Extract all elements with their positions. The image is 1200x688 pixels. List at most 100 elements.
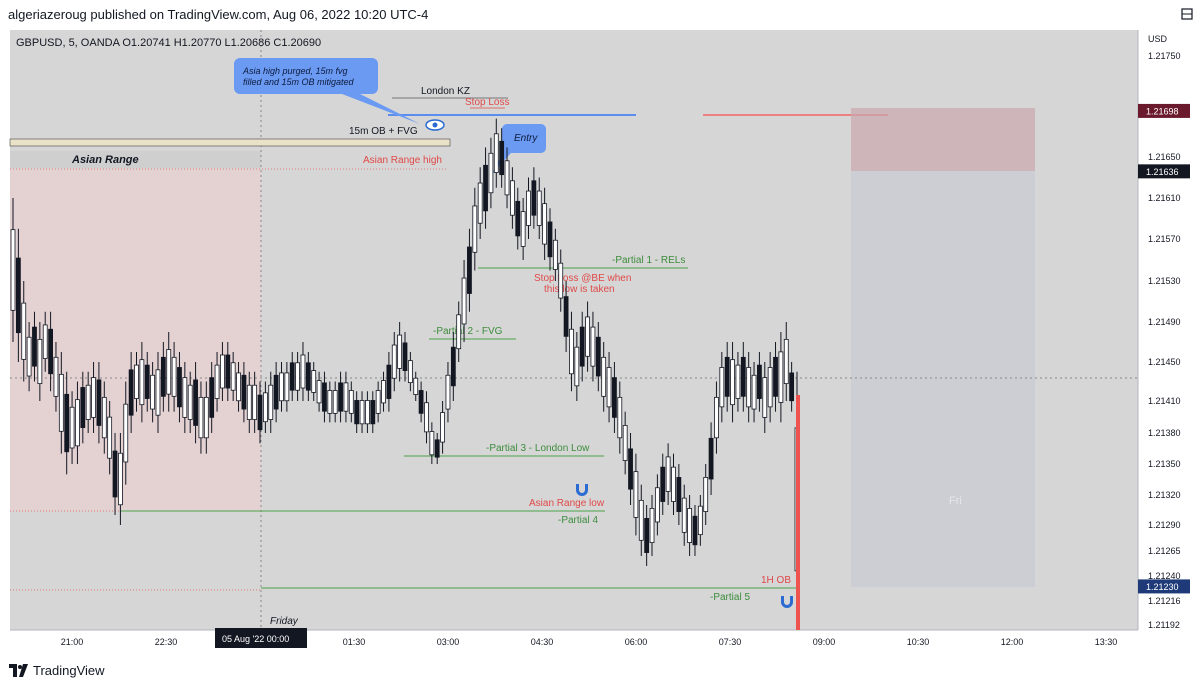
candle-body <box>526 190 531 226</box>
price-badge-label: 1.21636 <box>1146 167 1179 177</box>
candle-body <box>740 356 746 397</box>
candle-body <box>69 406 75 449</box>
candle-body <box>187 384 193 420</box>
y-tick-label: 1.21570 <box>1148 234 1181 244</box>
price-chart[interactable]: Asian Range 15m OB + FVG Asian Range hig… <box>0 0 1200 656</box>
tradingview-brand[interactable]: TradingView <box>33 663 105 678</box>
time-axis[interactable] <box>10 630 1138 656</box>
x-tick-label: 06:00 <box>625 637 648 647</box>
candle-body <box>515 200 521 237</box>
candle-body <box>708 437 714 480</box>
candle-body <box>96 379 102 426</box>
candle-body <box>225 354 231 389</box>
eye-icon <box>425 119 445 131</box>
candle-body <box>37 338 43 385</box>
candle-body <box>622 425 628 461</box>
candle-body <box>606 367 612 408</box>
x-highlight-label: 05 Aug '22 00:00 <box>222 634 289 644</box>
candle-body <box>348 390 354 414</box>
candle-body <box>719 367 725 408</box>
candle-body <box>305 362 311 391</box>
candle-body <box>714 396 719 439</box>
candle-body <box>150 374 156 410</box>
candle-body <box>365 400 370 425</box>
candle-body <box>53 356 59 397</box>
candle-body <box>273 374 279 410</box>
y-tick-label: 1.21380 <box>1148 428 1181 438</box>
candle-body <box>757 364 762 399</box>
candle-body <box>493 133 499 173</box>
candle-body <box>558 262 564 299</box>
candle-body <box>730 359 735 406</box>
x-highlight-badge <box>215 628 307 648</box>
candle-body <box>477 182 483 224</box>
candle-body <box>123 403 129 463</box>
stop-be-line2: this low is taken <box>544 284 615 295</box>
candle-body <box>327 390 333 414</box>
candle-body <box>746 367 752 408</box>
partial1-label: -Partial 1 - RELs <box>612 255 685 266</box>
price-badges: 1.21698 1.21636 1.21230 <box>1138 103 1190 594</box>
candle-body <box>773 356 778 397</box>
asia-callout-line2: filled and 15m OB mitigated <box>243 77 355 87</box>
y-tick-label: 1.21530 <box>1148 276 1181 286</box>
candle-body <box>101 396 107 439</box>
candle-body <box>343 382 349 412</box>
candle-body <box>230 362 236 391</box>
candle-body <box>257 394 263 431</box>
candle-body <box>617 396 623 439</box>
candle-body <box>638 499 644 541</box>
candle-body <box>585 316 590 357</box>
candle-body <box>10 229 16 311</box>
candle-body <box>590 326 596 367</box>
candle-body <box>64 393 70 453</box>
x-tick-label: 10:30 <box>907 637 930 647</box>
price-badge <box>1138 103 1190 118</box>
y-tick-label: 1.21240 <box>1148 571 1181 581</box>
tradingview-logo-icon[interactable] <box>9 664 29 678</box>
price-badge-label: 1.21230 <box>1146 582 1179 592</box>
candle-body <box>75 399 80 447</box>
x-tick-label: 13:30 <box>1095 637 1118 647</box>
candle-body <box>595 336 601 377</box>
candle-body <box>483 164 488 212</box>
asia-callout-line1: Asia high purged, 15m fvg <box>242 66 348 76</box>
candle-body <box>322 382 327 412</box>
partial5-label: -Partial 5 <box>710 592 750 603</box>
candle-body <box>311 370 317 393</box>
last-candle <box>796 395 800 630</box>
magnet-icon <box>781 596 793 608</box>
share-icon[interactable] <box>1181 7 1193 25</box>
entry-callout: Entry <box>491 124 546 175</box>
candle-body <box>407 360 413 384</box>
candle-body <box>413 377 419 395</box>
y-tick-label: 1.21265 <box>1148 546 1181 556</box>
candle-body <box>198 396 204 439</box>
publish-info: algeriazeroug published on TradingView.c… <box>8 7 429 22</box>
partial3-label: -Partial 3 - London Low <box>486 443 590 454</box>
candle-body <box>134 364 139 399</box>
candle-body <box>375 390 381 414</box>
candle-body <box>241 374 247 410</box>
candle-body <box>467 246 472 294</box>
candle-body <box>472 205 478 253</box>
candle-body <box>42 324 48 359</box>
candle-body <box>193 379 198 426</box>
partial4-label: -Partial 4 <box>558 515 598 526</box>
candle-body <box>209 377 215 418</box>
candle-body <box>504 160 510 196</box>
x-tick-label: 21:00 <box>61 637 84 647</box>
candle-body <box>370 400 376 425</box>
candle-body <box>246 384 252 420</box>
candle-body <box>144 364 150 399</box>
candle-body <box>697 505 703 536</box>
asian-range-header <box>10 151 261 168</box>
price-axis[interactable] <box>1138 30 1200 656</box>
candle-body <box>488 152 494 194</box>
x-tick-label: 22:30 <box>155 637 178 647</box>
magnet-icon <box>576 484 588 496</box>
candle-body <box>762 377 768 418</box>
candle-body <box>262 392 268 423</box>
candle-body <box>139 359 145 406</box>
y-tick-label: 1.21350 <box>1148 459 1181 469</box>
